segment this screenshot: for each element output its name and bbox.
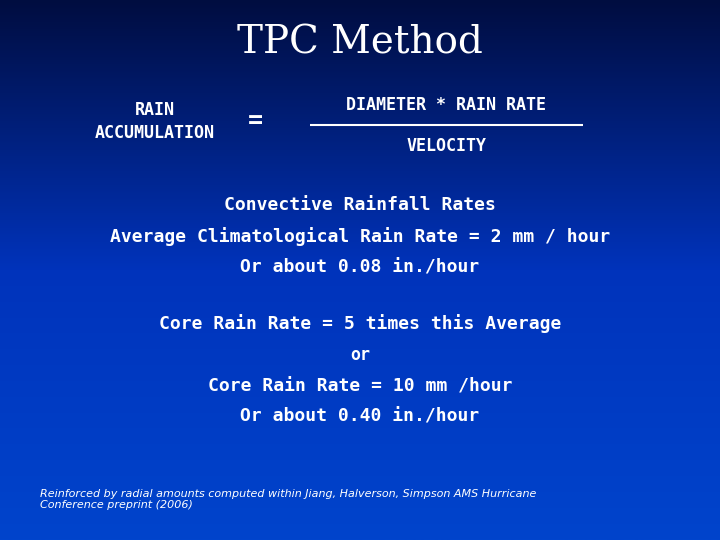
Text: Or about 0.08 in./hour: Or about 0.08 in./hour: [240, 258, 480, 276]
Text: TPC Method: TPC Method: [237, 24, 483, 62]
Text: Core Rain Rate = 10 mm /hour: Core Rain Rate = 10 mm /hour: [208, 377, 512, 395]
Text: Or about 0.40 in./hour: Or about 0.40 in./hour: [240, 408, 480, 426]
Text: RAIN
ACCUMULATION: RAIN ACCUMULATION: [95, 100, 215, 143]
Text: VELOCITY: VELOCITY: [406, 137, 487, 155]
Text: Core Rain Rate = 5 times this Average: Core Rain Rate = 5 times this Average: [159, 314, 561, 334]
Text: =: =: [248, 110, 263, 133]
Text: Convective Rainfall Rates: Convective Rainfall Rates: [224, 196, 496, 214]
Text: or: or: [350, 346, 370, 364]
Text: Reinforced by radial amounts computed within Jiang, Halverson, Simpson AMS Hurri: Reinforced by radial amounts computed wi…: [40, 489, 536, 510]
Text: DIAMETER * RAIN RATE: DIAMETER * RAIN RATE: [346, 96, 546, 114]
Text: Average Climatological Rain Rate = 2 mm / hour: Average Climatological Rain Rate = 2 mm …: [110, 227, 610, 246]
